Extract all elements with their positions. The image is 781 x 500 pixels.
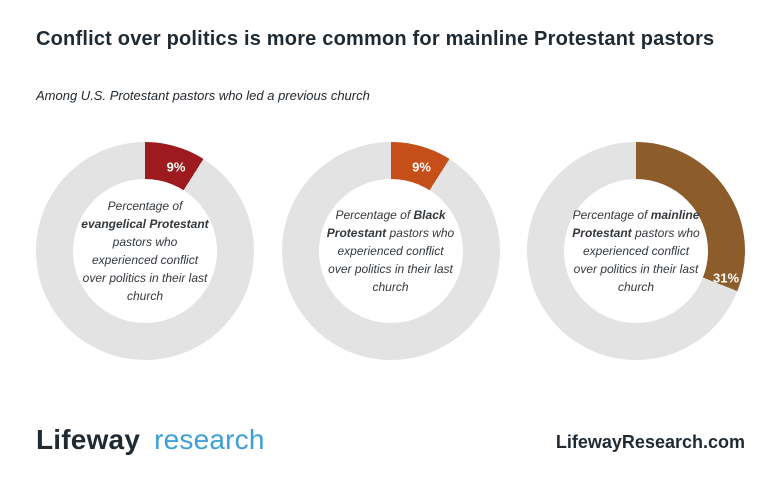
donut-chart-row: Percentage of evangelical Protestant pas… [36, 142, 745, 360]
donut-hole: Percentage of mainline Protestant pastor… [564, 179, 708, 323]
caption-pre: Percentage of [335, 208, 411, 222]
donut-chart-evangelical: Percentage of evangelical Protestant pas… [36, 142, 254, 360]
caption-pre: Percentage of [572, 208, 648, 222]
donut-caption: Percentage of mainline Protestant pastor… [572, 206, 700, 296]
caption-group: evangelical Protestant [81, 217, 209, 231]
page-title: Conflict over politics is more common fo… [36, 28, 715, 50]
data-label: 9% [412, 159, 431, 175]
donut-caption: Percentage of Black Protestant pastors w… [327, 206, 455, 296]
donut-hole: Percentage of evangelical Protestant pas… [73, 179, 217, 323]
donut-chart-black-protestant: Percentage of Black Protestant pastors w… [281, 142, 500, 360]
caption-post: pastors who experienced conflict over po… [573, 226, 700, 294]
donut-hole: Percentage of Black Protestant pastors w… [318, 179, 463, 323]
caption-post: pastors who experienced conflict over po… [328, 226, 455, 294]
page-subtitle: Among U.S. Protestant pastors who led a … [36, 88, 370, 103]
donut-caption: Percentage of evangelical Protestant pas… [81, 197, 209, 305]
caption-group: mainline Protestant [572, 208, 700, 240]
donut-chart-mainline: Percentage of mainline Protestant pastor… [527, 142, 745, 360]
lifeway-research-logo: Lifeway research [36, 424, 265, 456]
caption-group: Black Protestant [326, 208, 446, 240]
website-url: LifewayResearch.com [555, 432, 745, 452]
caption-pre: Percentage of [107, 199, 183, 213]
brand-primary-text: Lifeway [36, 424, 141, 455]
data-label: 9% [166, 159, 186, 175]
data-label: 31% [712, 270, 740, 286]
caption-post: pastors who experienced conflict over po… [82, 235, 208, 303]
brand-secondary-text: research [154, 424, 265, 455]
